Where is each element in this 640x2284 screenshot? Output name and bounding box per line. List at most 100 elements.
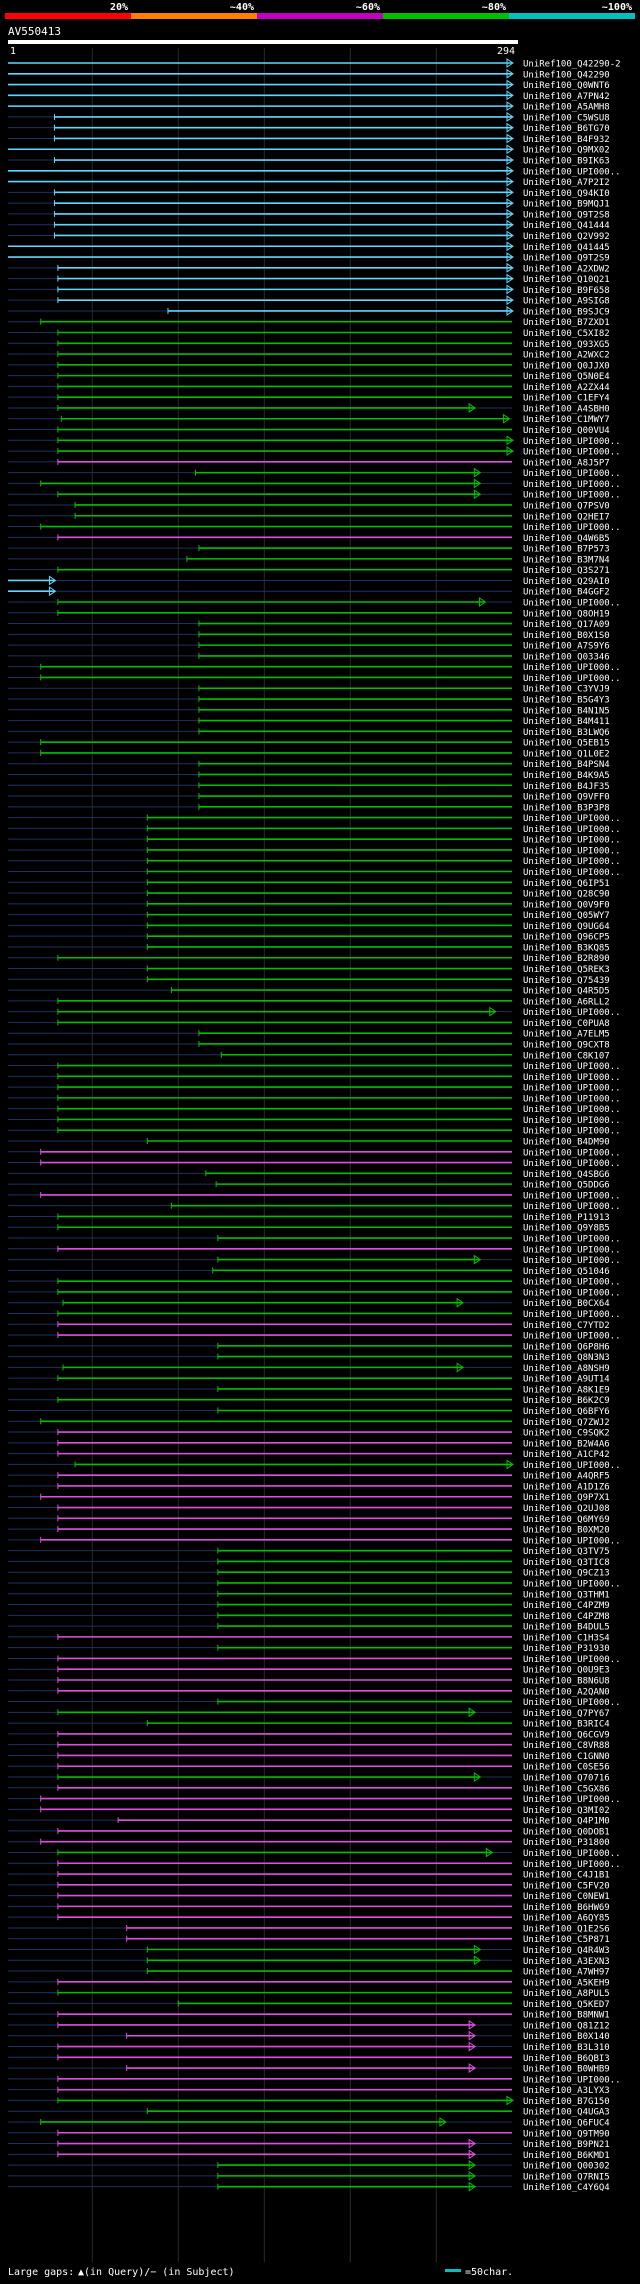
- hit-row: UniRef100_C4PZM9: [8, 1601, 610, 1611]
- hit-row: UniRef100_Q3TV75: [8, 1547, 610, 1557]
- hit-row: UniRef100_A8PUL5: [8, 1989, 610, 1999]
- hit-arrow: [506, 111, 514, 122]
- hit-label: UniRef100_A8J5P7: [523, 458, 610, 468]
- hit-arrow: [48, 586, 57, 597]
- hit-row: UniRef100_A1CP42: [8, 1450, 610, 1460]
- hit-row: UniRef100_A4QRF5: [8, 1472, 610, 1482]
- hit-label: UniRef100_A8K1E9: [523, 1385, 610, 1395]
- hit-label: UniRef100_P11913: [523, 1213, 610, 1223]
- hit-row: UniRef100_B9F658: [8, 284, 610, 296]
- hit-label: UniRef100_Q8OH19: [523, 609, 610, 619]
- hit-label: UniRef100_Q41444: [523, 221, 610, 231]
- hit-label: UniRef100_UPI000..: [523, 1073, 621, 1083]
- hit-label: UniRef100_Q6IP51: [523, 879, 610, 889]
- hit-row: UniRef100_Q9MX02: [8, 144, 610, 156]
- scale-segment: [509, 13, 635, 19]
- hit-label: UniRef100_UPI000..: [523, 1860, 621, 1870]
- hit-label: UniRef100_UPI000..: [523, 814, 621, 824]
- hit-label: UniRef100_B4DUL5: [523, 1623, 610, 1633]
- scale-segment: [383, 13, 509, 19]
- hit-label: UniRef100_Q4R5D5: [523, 987, 610, 997]
- scale-label: ~60%: [356, 2, 380, 13]
- hit-row: UniRef100_UPI000..: [8, 846, 621, 856]
- hit-row: UniRef100_UPI000..: [8, 2075, 621, 2085]
- hit-label: UniRef100_C4PZM9: [523, 1601, 610, 1611]
- hit-row: UniRef100_UPI000..: [8, 1116, 621, 1126]
- hit-label: UniRef100_UPI000..: [523, 868, 621, 878]
- hit-arrow: [468, 2030, 477, 2041]
- hit-row: UniRef100_A9UT14: [8, 1375, 610, 1385]
- hit-row: UniRef100_Q5N0E4: [8, 372, 610, 382]
- hit-arrow: [468, 1707, 477, 1718]
- hit-label: UniRef100_C5FV20: [523, 1881, 610, 1891]
- hit-label: UniRef100_Q1L0E2: [523, 749, 610, 759]
- hit-label: UniRef100_P31800: [523, 1838, 610, 1848]
- hit-row: UniRef100_Q6FUC4: [8, 2117, 610, 2128]
- hit-label: UniRef100_A2WXC2: [523, 351, 610, 361]
- hit-row: UniRef100_A7S9Y6: [8, 642, 610, 652]
- scale-legend-bar: [445, 2269, 461, 2272]
- hit-label: UniRef100_UPI000..: [523, 1094, 621, 1104]
- hit-row: UniRef100_B6KMD1: [8, 2149, 610, 2161]
- hit-row: UniRef100_B6HW69: [8, 1903, 610, 1913]
- hit-label: UniRef100_C5WSU8: [523, 113, 610, 123]
- hit-label: UniRef100_Q00302: [523, 2162, 610, 2172]
- hit-label: UniRef100_Q8N3N3: [523, 1353, 610, 1363]
- hit-arrow: [468, 403, 477, 413]
- hit-label: UniRef100_B0X1S0: [523, 631, 610, 641]
- hit-label: UniRef100_Q4UGA3: [523, 2108, 610, 2118]
- hit-label: UniRef100_B8N6U8: [523, 1677, 610, 1687]
- hit-row: UniRef100_UPI000..: [8, 1459, 621, 1471]
- hit-row: UniRef100_Q42290-2: [8, 58, 621, 70]
- hit-row: UniRef100_A3EXN3: [8, 1955, 610, 1967]
- hit-label: UniRef100_B5G4Y3: [523, 696, 610, 706]
- hit-row: UniRef100_Q4R5D5: [8, 987, 610, 997]
- hit-label: UniRef100_A4SBH0: [523, 404, 610, 414]
- hit-label: UniRef100_Q03346: [523, 652, 610, 662]
- hit-label: UniRef100_A1D1Z6: [523, 1482, 610, 1492]
- hit-label: UniRef100_B9PN21: [523, 2140, 610, 2150]
- hit-row: UniRef100_C9SQK2: [8, 1429, 610, 1439]
- hit-arrow: [506, 252, 514, 262]
- hit-row: UniRef100_Q6MY69: [8, 1515, 610, 1525]
- hit-row: UniRef100_C8K107: [8, 1051, 610, 1061]
- hit-arrow: [485, 1847, 494, 1858]
- hit-row: UniRef100_B0XM20: [8, 1526, 610, 1536]
- hit-row: UniRef100_B7ZXD1: [8, 318, 610, 328]
- hit-row: UniRef100_C1EFY4: [8, 394, 610, 404]
- hit-label: UniRef100_C0NEW1: [523, 1892, 610, 1902]
- hit-label: UniRef100_UPI000..: [523, 1191, 621, 1201]
- hit-arrow: [473, 1772, 482, 1782]
- hit-label: UniRef100_UPI000..: [523, 480, 621, 490]
- hit-row: UniRef100_Q00VU4: [8, 426, 610, 436]
- hit-row: UniRef100_P31930: [8, 1644, 610, 1654]
- hit-row: UniRef100_Q96CP5: [8, 933, 610, 943]
- hit-row: UniRef100_A6RLL2: [8, 997, 610, 1007]
- hit-label: UniRef100_B9F658: [523, 286, 610, 296]
- hit-row: UniRef100_C8VR88: [8, 1741, 610, 1751]
- hit-label: UniRef100_B6K2C9: [523, 1396, 610, 1406]
- hit-row: UniRef100_A2QAN0: [8, 1687, 610, 1697]
- hit-label: UniRef100_A9SIG8: [523, 297, 610, 307]
- hit-label: UniRef100_B6HW69: [523, 1903, 610, 1913]
- hit-label: UniRef100_UPI000..: [523, 1202, 621, 1212]
- hit-row: UniRef100_Q1E2S6: [8, 1924, 610, 1934]
- hit-arrow: [473, 1254, 482, 1265]
- hit-label: UniRef100_Q3S271: [523, 566, 610, 576]
- hit-label: UniRef100_Q9Y8B5: [523, 1224, 610, 1234]
- hit-label: UniRef100_UPI000..: [523, 663, 621, 673]
- hit-label: UniRef100_B6KMD1: [523, 2151, 610, 2161]
- hit-label: UniRef100_A8PUL5: [523, 1989, 610, 1999]
- hit-label: UniRef100_UPI000..: [523, 1655, 621, 1665]
- hit-label: UniRef100_UPI000..: [523, 1795, 621, 1805]
- hit-row: UniRef100_Q0JJX0: [8, 361, 610, 371]
- hit-label: UniRef100_Q5N0E4: [523, 372, 610, 382]
- hit-row: UniRef100_B6K2C9: [8, 1396, 610, 1406]
- hit-label: UniRef100_UPI000..: [523, 1278, 621, 1288]
- scale-legend-text: =50char.: [465, 2267, 513, 2278]
- hit-row: UniRef100_UPI000..: [8, 1847, 621, 1859]
- hit-row: UniRef100_Q7RNI5: [8, 2170, 610, 2182]
- hit-row: UniRef100_Q9VFF0: [8, 793, 610, 803]
- hit-row: UniRef100_Q0DOB1: [8, 1827, 610, 1837]
